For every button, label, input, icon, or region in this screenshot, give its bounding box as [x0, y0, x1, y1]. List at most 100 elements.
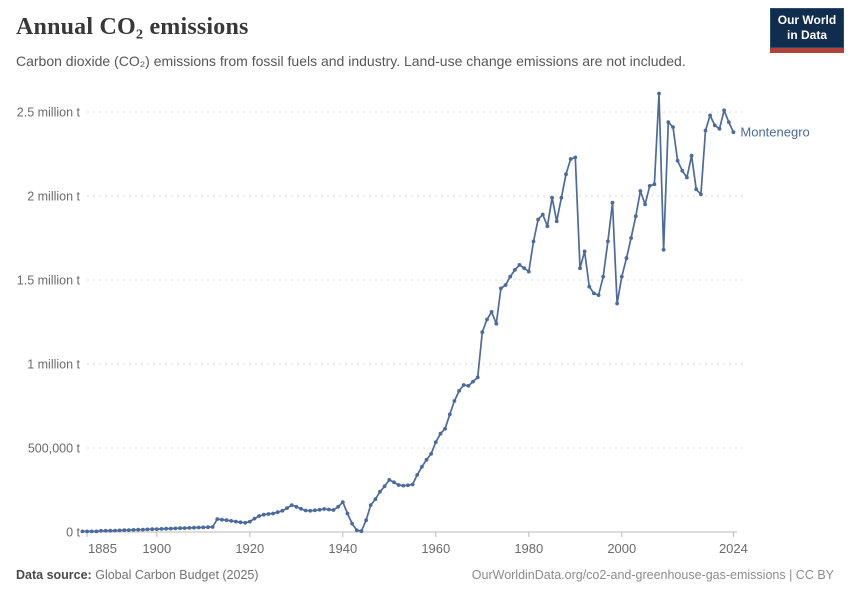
data-point: [373, 497, 378, 502]
data-point: [99, 528, 103, 533]
data-point: [406, 483, 410, 488]
data-point: [336, 504, 341, 509]
data-point: [368, 503, 373, 507]
data-point: [210, 525, 215, 529]
data-point: [619, 274, 624, 279]
data-point: [345, 511, 350, 516]
data-point: [141, 527, 145, 532]
data-point: [131, 528, 136, 532]
data-point: [247, 519, 252, 524]
data-point: [303, 508, 308, 513]
data-point: [178, 526, 183, 531]
data-source-label: Data source:: [16, 568, 92, 582]
data-point: [168, 526, 173, 531]
data-point: [327, 507, 331, 512]
data-point: [540, 212, 545, 217]
x-tick-label: 1900: [142, 541, 171, 556]
data-point: [661, 247, 666, 252]
data-point: [582, 249, 587, 254]
data-point: [657, 91, 661, 96]
x-tick-label: 1885: [88, 541, 117, 556]
y-tick-label: 500,000 t: [28, 442, 81, 456]
data-point: [522, 266, 527, 271]
data-point: [108, 528, 113, 533]
data-point: [289, 503, 294, 507]
data-point: [610, 200, 615, 205]
data-point: [196, 525, 201, 530]
page-title: Annual CO₂ emissions: [16, 14, 249, 40]
data-point: [722, 108, 726, 113]
data-point: [136, 527, 141, 532]
x-tick-label: 2024: [719, 541, 748, 556]
data-point: [573, 155, 578, 160]
data-point: [731, 130, 736, 135]
data-point: [94, 529, 99, 534]
data-point: [192, 525, 196, 530]
data-point: [229, 519, 234, 523]
data-point: [159, 527, 164, 531]
data-point: [685, 175, 689, 180]
data-point: [475, 375, 480, 380]
attribution-link[interactable]: OurWorldinData.org/co2-and-greenhouse-ga…: [471, 568, 834, 582]
data-point: [550, 195, 554, 200]
chart-footer: Data source: Global Carbon Budget (2025)…: [16, 568, 834, 582]
y-tick-label: 2 million t: [27, 190, 80, 204]
data-point: [126, 528, 131, 532]
data-point: [103, 528, 108, 533]
data-point: [271, 511, 275, 516]
data-point: [243, 520, 248, 525]
owid-logo[interactable]: Our World in Data: [770, 8, 844, 53]
data-point: [652, 182, 657, 187]
data-point: [564, 172, 568, 177]
data-point: [508, 274, 513, 279]
data-point: [545, 224, 550, 229]
data-point: [554, 219, 559, 224]
data-point: [592, 291, 596, 296]
x-tick-label: 2000: [607, 541, 636, 556]
data-point: [182, 526, 187, 530]
y-tick-label: 0 t: [66, 526, 80, 540]
data-point: [452, 399, 457, 403]
data-point: [396, 483, 401, 487]
data-point: [364, 518, 368, 523]
data-point: [526, 269, 531, 274]
data-point: [215, 517, 220, 521]
data-point: [201, 525, 206, 530]
y-tick-label: 2.5 million t: [17, 106, 81, 120]
data-point: [717, 126, 722, 131]
y-tick-label: 1 million t: [27, 358, 80, 372]
data-point: [671, 125, 675, 129]
data-point: [699, 192, 703, 197]
data-point: [145, 527, 150, 532]
data-point: [220, 517, 224, 522]
data-point: [485, 317, 489, 322]
data-point: [275, 510, 280, 515]
data-point: [726, 120, 731, 124]
data-point: [224, 518, 229, 523]
data-point: [322, 507, 327, 511]
data-point: [615, 301, 619, 306]
data-point: [424, 457, 429, 462]
x-tick-label: 1940: [328, 541, 357, 556]
data-point: [480, 330, 485, 334]
data-point: [117, 528, 122, 533]
data-point: [433, 440, 438, 444]
data-point: [489, 310, 494, 314]
data-point: [624, 256, 629, 261]
data-point: [187, 526, 192, 530]
data-point: [122, 528, 127, 533]
data-point: [234, 519, 238, 524]
data-point: [712, 123, 717, 128]
data-point: [150, 527, 155, 532]
data-point: [513, 268, 517, 272]
data-point: [429, 452, 433, 456]
y-tick-label: 1.5 million t: [17, 274, 81, 288]
data-point: [596, 293, 601, 297]
chart-subtitle: Carbon dioxide (CO₂) emissions from foss…: [16, 53, 686, 69]
data-point: [392, 480, 396, 485]
data-point: [378, 489, 382, 494]
data-point: [466, 383, 471, 388]
data-point: [313, 508, 317, 513]
data-point: [387, 478, 392, 482]
data-point: [471, 379, 475, 384]
